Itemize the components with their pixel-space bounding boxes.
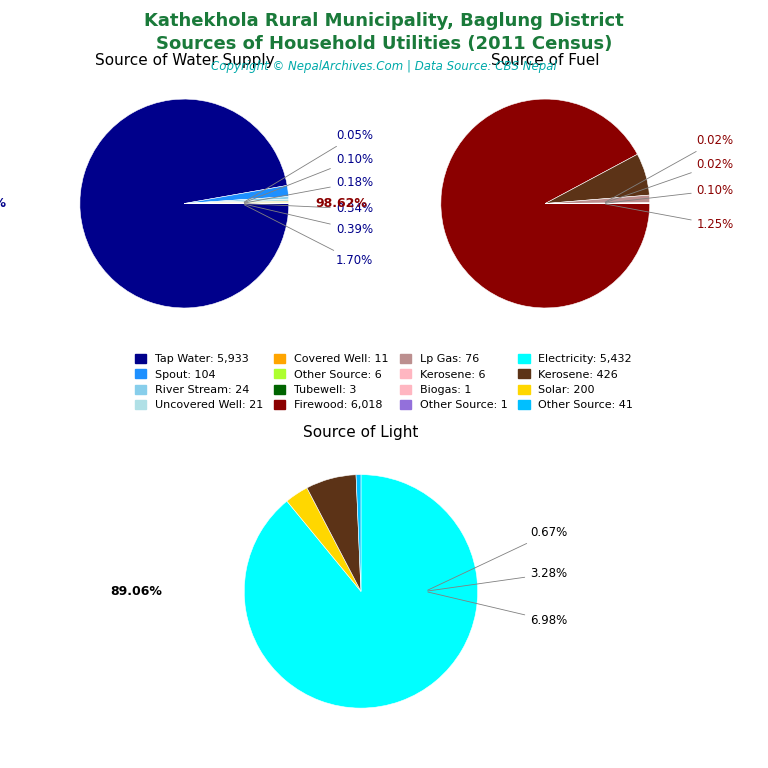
Text: Copyright © NepalArchives.Com | Data Source: CBS Nepal: Copyright © NepalArchives.Com | Data Sou… <box>211 60 557 73</box>
Wedge shape <box>545 203 650 204</box>
Wedge shape <box>80 99 289 308</box>
Text: 0.10%: 0.10% <box>605 184 734 204</box>
Text: 0.18%: 0.18% <box>244 176 373 203</box>
Text: 0.39%: 0.39% <box>244 204 373 236</box>
Legend: Tap Water: 5,933, Spout: 104, River Stream: 24, Uncovered Well: 21, Covered Well: Tap Water: 5,933, Spout: 104, River Stre… <box>134 354 634 410</box>
Wedge shape <box>356 475 361 591</box>
Title: Source of Water Supply: Source of Water Supply <box>94 53 274 68</box>
Text: Kathekhola Rural Municipality, Baglung District: Kathekhola Rural Municipality, Baglung D… <box>144 12 624 29</box>
Title: Source of Light: Source of Light <box>303 425 419 440</box>
Wedge shape <box>441 99 650 308</box>
Text: 0.67%: 0.67% <box>428 527 568 590</box>
Wedge shape <box>287 488 361 591</box>
Text: 0.02%: 0.02% <box>605 158 734 203</box>
Text: 1.25%: 1.25% <box>605 204 734 231</box>
Wedge shape <box>184 203 289 204</box>
Wedge shape <box>184 197 289 204</box>
Wedge shape <box>244 475 478 708</box>
Text: 3.28%: 3.28% <box>428 568 568 591</box>
Text: 0.34%: 0.34% <box>244 202 373 215</box>
Text: 0.10%: 0.10% <box>244 153 373 203</box>
Wedge shape <box>545 195 650 204</box>
Text: Sources of Household Utilities (2011 Census): Sources of Household Utilities (2011 Cen… <box>156 35 612 52</box>
Text: 89.06%: 89.06% <box>111 585 163 598</box>
Wedge shape <box>545 154 650 204</box>
Wedge shape <box>307 475 361 591</box>
Text: 6.98%: 6.98% <box>428 592 568 627</box>
Text: 97.23%: 97.23% <box>0 197 7 210</box>
Text: 98.62%: 98.62% <box>316 197 368 210</box>
Wedge shape <box>184 199 289 204</box>
Text: 1.70%: 1.70% <box>244 205 373 267</box>
Text: 0.05%: 0.05% <box>244 129 372 202</box>
Wedge shape <box>184 185 289 204</box>
Title: Source of Fuel: Source of Fuel <box>491 53 600 68</box>
Text: 0.02%: 0.02% <box>605 134 734 202</box>
Wedge shape <box>184 201 289 204</box>
